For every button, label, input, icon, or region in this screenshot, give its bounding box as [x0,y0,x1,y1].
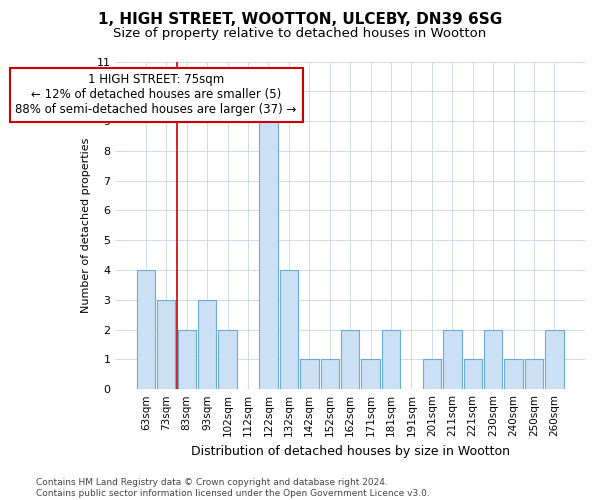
Bar [341,330,359,389]
Bar [382,330,400,389]
Bar [137,270,155,389]
Text: 1, HIGH STREET, WOOTTON, ULCEBY, DN39 6SG: 1, HIGH STREET, WOOTTON, ULCEBY, DN39 6S… [98,12,502,28]
Bar [300,360,319,389]
Y-axis label: Number of detached properties: Number of detached properties [81,138,91,313]
Text: 1 HIGH STREET: 75sqm
← 12% of detached houses are smaller (5)
88% of semi-detach: 1 HIGH STREET: 75sqm ← 12% of detached h… [16,74,297,116]
Bar [178,330,196,389]
Bar [361,360,380,389]
Bar [259,121,278,389]
Bar [280,270,298,389]
Bar [198,300,217,389]
Bar [525,360,543,389]
Bar [484,330,502,389]
Bar [464,360,482,389]
Bar [320,360,339,389]
Text: Contains HM Land Registry data © Crown copyright and database right 2024.
Contai: Contains HM Land Registry data © Crown c… [36,478,430,498]
Bar [157,300,175,389]
Bar [218,330,237,389]
X-axis label: Distribution of detached houses by size in Wootton: Distribution of detached houses by size … [191,444,509,458]
Bar [422,360,441,389]
Bar [443,330,461,389]
Bar [505,360,523,389]
Text: Size of property relative to detached houses in Wootton: Size of property relative to detached ho… [113,28,487,40]
Bar [545,330,563,389]
